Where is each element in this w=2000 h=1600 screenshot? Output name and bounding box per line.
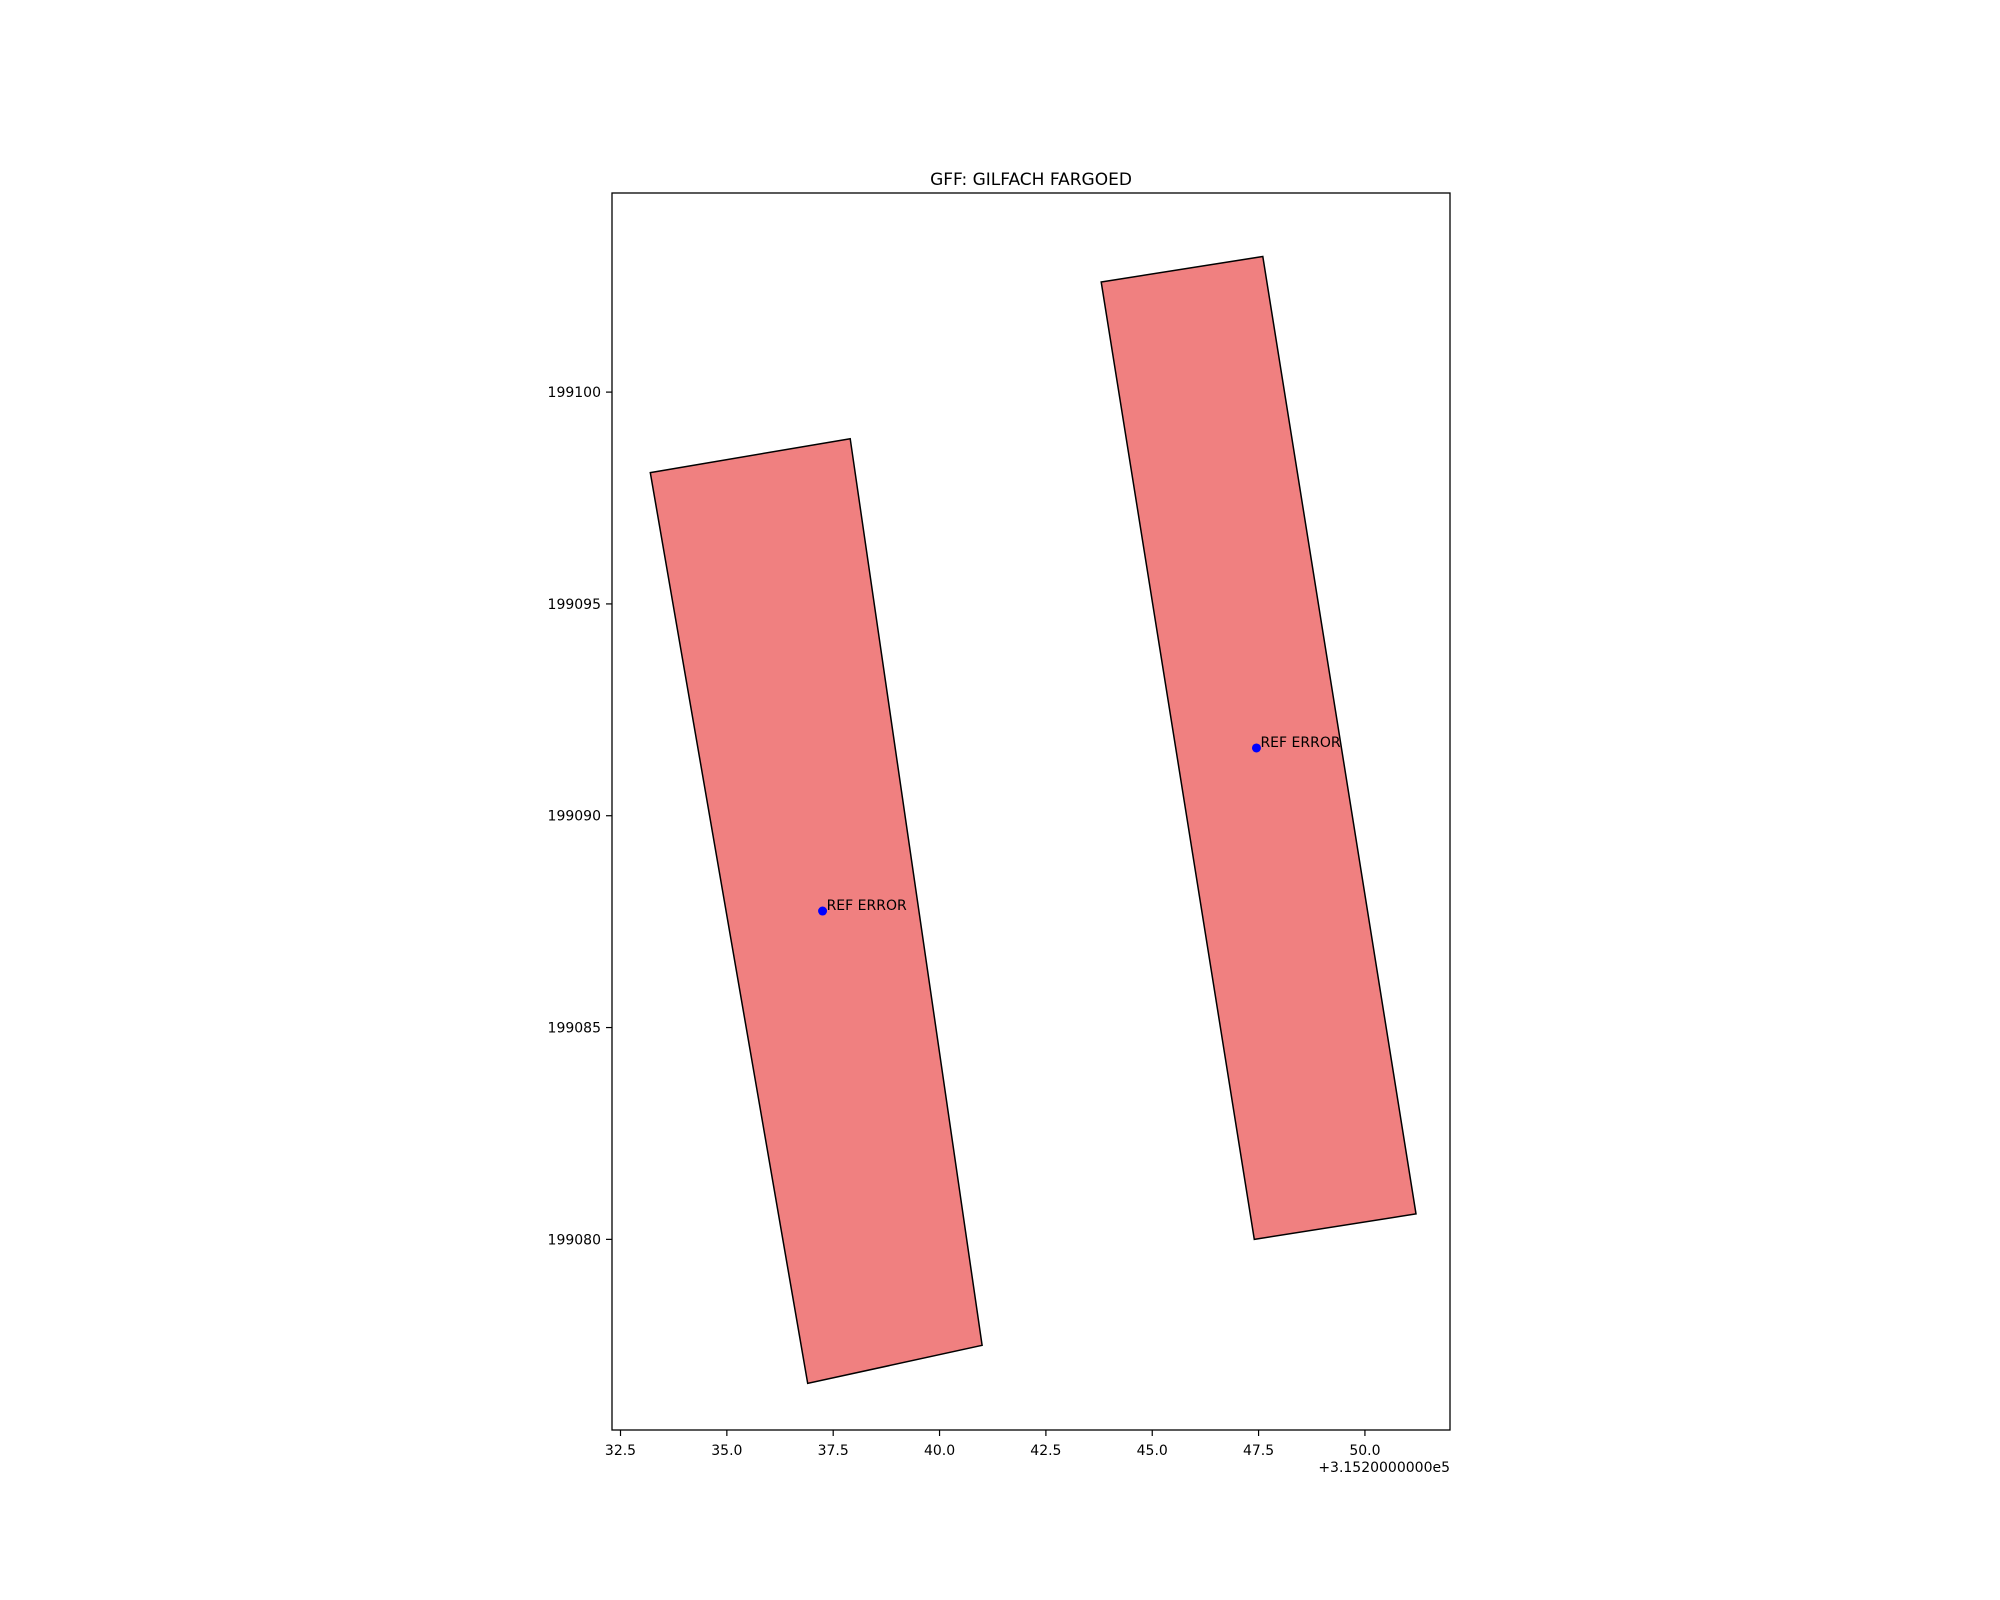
axes-frame [611,192,1451,1431]
x-tick-label-2: 35.0 [711,1443,742,1459]
x-tick-label-6: 45.0 [1137,1443,1168,1459]
x-tick-label-8: 50.0 [1349,1443,1380,1459]
x-axis-offset-label: +3.1520000000e5 [1318,1460,1450,1476]
x-axis: 32.5 35.0 37.5 40.0 42.5 45.0 47.5 50.0 [605,1430,1381,1459]
ref-point-2 [1251,743,1261,753]
y-tick-label-1: 199080 [548,1232,601,1248]
plot-content: REF ERROR REF ERROR [649,255,1417,1385]
x-tick-label-3: 37.5 [818,1443,849,1459]
x-tick-label-4: 40.0 [924,1443,955,1459]
x-tick-label-7: 47.5 [1243,1443,1274,1459]
y-tick-label-5: 199100 [548,385,601,401]
y-axis: 199080 199085 199090 199095 199100 [548,385,612,1248]
chart-title: GFF: GILFACH FARGOED [930,170,1132,190]
y-tick-label-2: 199085 [548,1021,601,1037]
x-tick-label-5: 42.5 [1030,1443,1061,1459]
ref-point-1 [818,906,828,916]
y-tick-label-3: 199090 [548,809,601,825]
y-tick-label-4: 199095 [548,597,601,613]
ref-point-label-1: REF ERROR [827,898,907,914]
x-tick-label-1: 32.5 [605,1443,636,1459]
building-polygon-1 [649,437,983,1385]
ref-point-label-2: REF ERROR [1260,735,1340,751]
